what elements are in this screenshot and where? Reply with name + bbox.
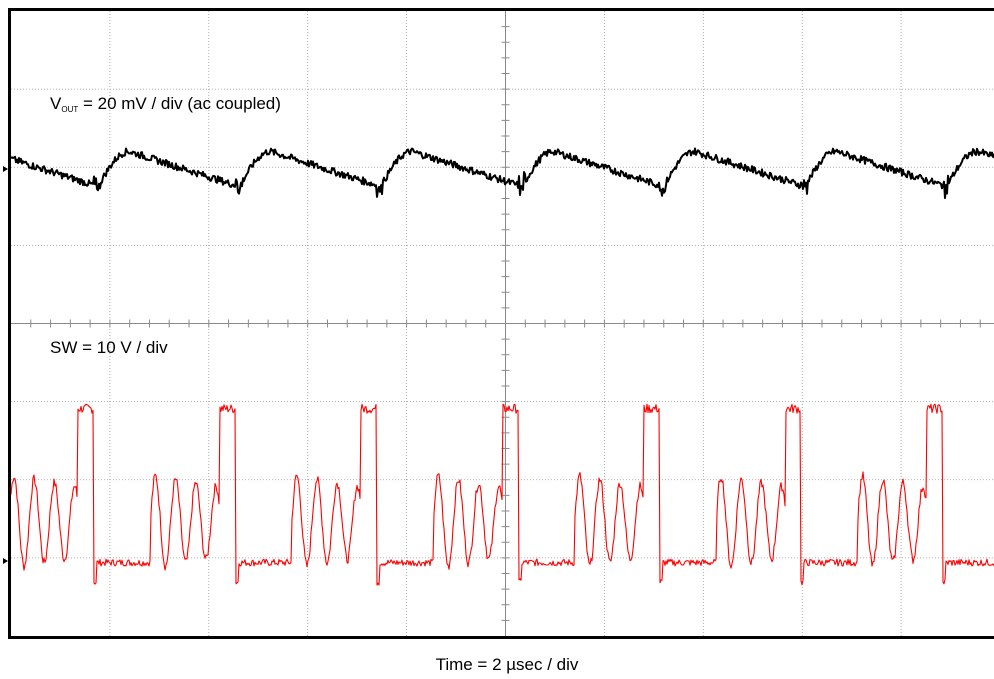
sw-trace <box>10 403 994 586</box>
vout-label-main: V <box>50 94 62 113</box>
plot-frame <box>8 8 994 639</box>
sw-label: SW = 10 V / div <box>50 338 168 357</box>
vout-label-sub: OUT <box>61 105 78 114</box>
vout-trace <box>10 147 994 200</box>
vout-label: VOUT = 20 mV / div (ac coupled) <box>50 94 281 114</box>
vout-ground-marker <box>3 166 8 172</box>
grid <box>11 11 994 636</box>
sw-ground-marker <box>3 558 8 564</box>
x-axis-label: Time = 2 µsec / div <box>436 655 579 674</box>
vout-label-rest: = 20 mV / div (ac coupled) <box>78 94 281 113</box>
